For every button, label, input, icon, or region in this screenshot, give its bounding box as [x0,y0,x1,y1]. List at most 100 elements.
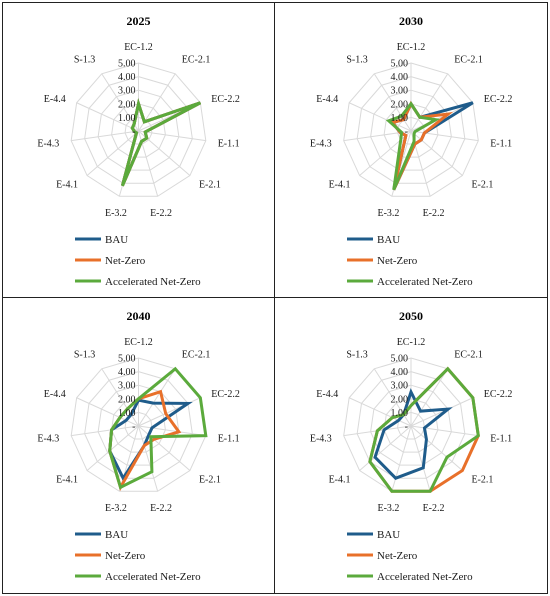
chart-panel-2040: 2040 - 1.00 2.00 3.00 4.00 5.00 EC-1.2 EC-2.1 EC-… [2,297,275,594]
grid-spoke [71,425,139,437]
grid-spoke [410,425,463,471]
grid-spoke [138,425,206,437]
tick-label: - [405,422,408,433]
axis-label-s-1-3: S-1.3 [346,55,367,66]
series-line-accelerated-net-zero [385,101,441,191]
grid-spoke [373,368,412,427]
grid-spoke [410,368,449,427]
legend-label-net-zero: Net-Zero [105,255,146,267]
grid-spoke [410,397,474,427]
grid-ring [70,62,207,197]
tick-label: - [132,127,135,138]
grid-ring [383,398,439,453]
axis-label-e-4-4: E-4.4 [316,94,338,105]
chart-panel-2030: 2030 - 1.00 2.00 3.00 4.00 5.00 EC-1.2 EC-2.1 EC-… [274,2,548,298]
grid-spoke [348,102,412,132]
grid-spoke [410,73,449,132]
tick-label: 2.00 [118,99,136,110]
axis-label-ec-2-2: EC-2.2 [211,94,240,105]
tick-label: 4.00 [391,72,409,83]
axis-label-e-1-1: E-1.1 [490,138,512,149]
legend-label-bau: BAU [377,529,400,541]
legend-label-accelerated-net-zero: Accelerated Net-Zero [377,571,473,583]
grid-spoke [101,73,139,132]
grid-ring [343,62,479,197]
axis-label-e-4-1: E-4.1 [329,179,351,190]
chart-panel-2050: 2050 - 1.00 2.00 3.00 4.00 5.00 EC-1.2 EC-2.1 EC-… [274,297,548,594]
grid-spoke [348,397,412,427]
grid-spoke [138,425,191,471]
axis-label-e-3-2: E-3.2 [377,503,399,514]
axis-label-e-4-1: E-4.1 [56,474,78,485]
grid-spoke [86,130,139,176]
grid-ring [124,116,153,145]
axis-label-ec-2-1: EC-2.1 [454,55,483,66]
chart-title: 2040 [127,309,151,323]
axis-label-ec-1-2: EC-1.2 [124,42,153,53]
series-line-accelerated-net-zero [120,98,202,187]
axis-label-ec-2-2: EC-2.2 [484,389,513,400]
axis-label-e-2-2: E-2.2 [150,208,172,219]
tick-label: 5.00 [118,354,136,365]
grid-ring [397,116,425,145]
legend-label-accelerated-net-zero: Accelerated Net-Zero [105,571,201,583]
series-line-bau [373,388,453,480]
legend-label-net-zero: Net-Zero [105,550,146,562]
axis-label-ec-2-2: EC-2.2 [484,94,513,105]
axis-label-e-2-1: E-2.1 [471,179,493,190]
legend-label-accelerated-net-zero: Accelerated Net-Zero [105,276,201,288]
grid-ring [356,371,466,479]
axis-label-e-4-1: E-4.1 [56,179,78,190]
axis-label-e-4-4: E-4.4 [316,389,338,400]
tick-label: 4.00 [118,72,136,83]
grid-spoke [118,425,139,492]
axis-label-s-1-3: S-1.3 [74,350,95,361]
axis-label-e-2-1: E-2.1 [471,474,493,485]
radar-chart-2040: 2040 - 1.00 2.00 3.00 4.00 5.00 EC-1.2 EC-2.1 EC-… [37,309,240,583]
radar-chart-2030: 2030 - 1.00 2.00 3.00 4.00 5.00 EC-1.2 EC-2.1 EC-… [310,14,513,288]
tick-label: 5.00 [118,59,136,70]
chart-title: 2025 [127,14,151,28]
grid-ring [111,103,166,158]
legend-label-net-zero: Net-Zero [377,550,418,562]
tick-label: - [132,422,135,433]
grid-spoke [410,425,479,437]
grid-spoke [101,368,139,427]
series-line-accelerated-net-zero [108,366,208,490]
axis-label-e-3-2: E-3.2 [105,208,127,219]
axis-label-e-4-3: E-4.3 [310,138,332,149]
tick-label: 3.00 [118,381,136,392]
radar-chart-2050: 2050 - 1.00 2.00 3.00 4.00 5.00 EC-1.2 EC-2.1 EC-… [310,309,513,583]
grid-spoke [76,102,139,132]
axis-label-e-1-1: E-1.1 [218,138,240,149]
chart-title: 2050 [399,309,423,323]
axis-label-ec-1-2: EC-1.2 [397,42,426,53]
axis-label-e-4-1: E-4.1 [329,474,351,485]
tick-label: 4.00 [118,367,136,378]
axis-label-ec-1-2: EC-1.2 [124,337,153,348]
chart-title: 2030 [399,14,423,28]
axis-label-e-4-4: E-4.4 [44,94,66,105]
legend-label-net-zero: Net-Zero [377,255,418,267]
axis-label-ec-2-1: EC-2.1 [182,55,211,66]
grid-spoke [71,130,139,142]
axis-label-e-4-4: E-4.4 [44,389,66,400]
legend-label-bau: BAU [105,529,128,541]
grid-ring [84,76,193,184]
axis-label-e-1-1: E-1.1 [218,433,240,444]
tick-label: 5.00 [391,59,409,70]
axis-label-e-2-1: E-2.1 [199,179,221,190]
tick-label: 3.00 [118,86,136,97]
series-line-accelerated-net-zero [368,366,480,493]
axis-label-e-2-2: E-2.2 [423,208,445,219]
tick-label: 1.00 [391,408,409,419]
grid-spoke [391,425,412,492]
axis-label-e-3-2: E-3.2 [105,503,127,514]
tick-label: - [405,127,408,138]
axis-label-e-1-1: E-1.1 [490,433,512,444]
grid-spoke [410,130,479,142]
axis-label-e-2-2: E-2.2 [150,503,172,514]
grid-spoke [410,130,463,176]
grid-ring [356,76,466,184]
axis-label-ec-2-1: EC-2.1 [182,350,211,361]
